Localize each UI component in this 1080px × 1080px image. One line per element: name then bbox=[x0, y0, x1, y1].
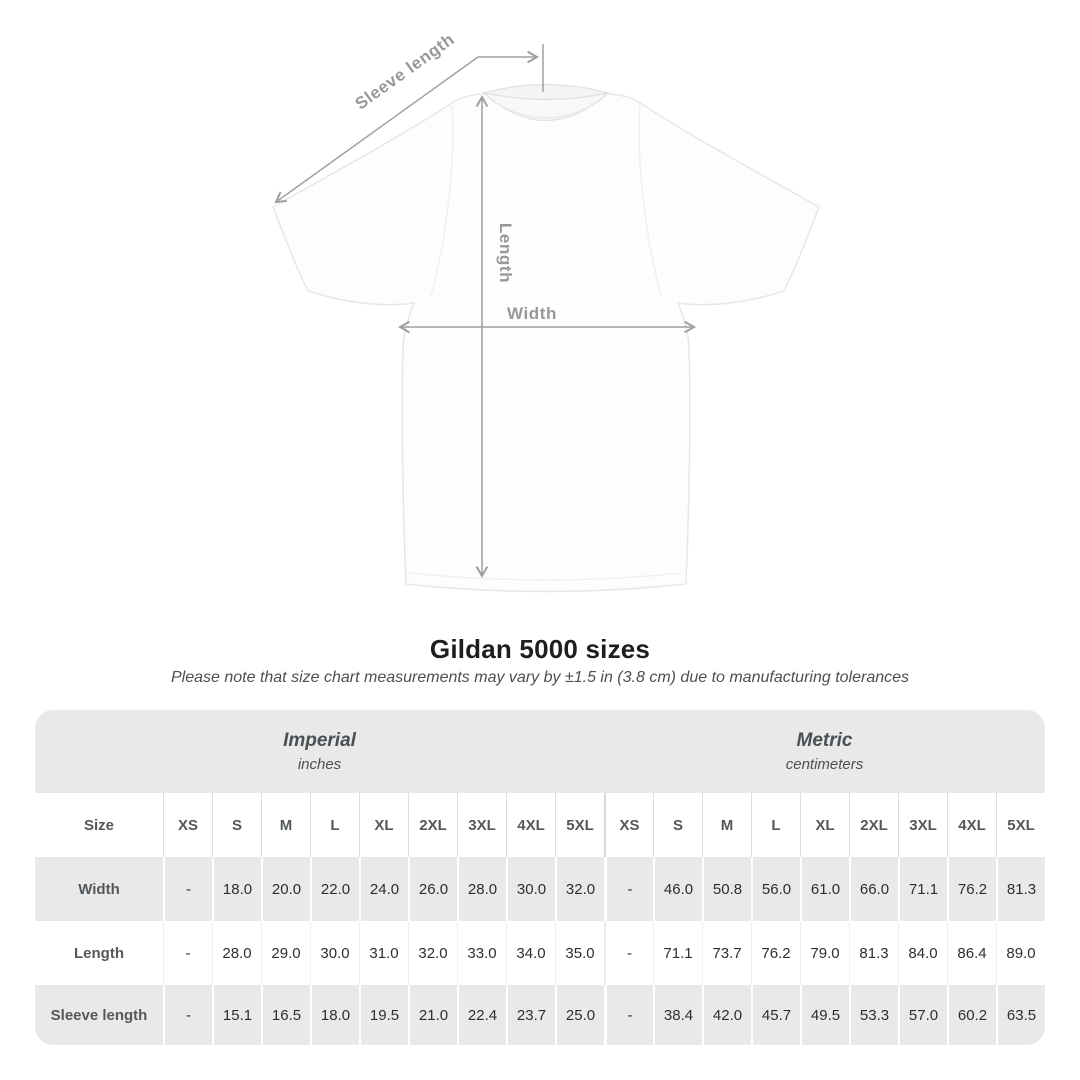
sleeve-length-label: Sleeve length bbox=[352, 30, 458, 114]
table-cell: 46.0 bbox=[653, 857, 702, 921]
width-row: Width - 18.0 20.0 22.0 24.0 26.0 28.0 30… bbox=[35, 857, 1045, 921]
row-label: Sleeve length bbox=[50, 1006, 148, 1024]
column-header: 4XL bbox=[947, 793, 996, 857]
metric-label: Metric bbox=[796, 730, 853, 751]
table-cell: 71.1 bbox=[898, 857, 947, 921]
column-header: XL bbox=[359, 793, 408, 857]
tshirt-graphic bbox=[272, 83, 820, 593]
imperial-group-header: Imperial inches bbox=[35, 710, 604, 793]
column-header: 2XL bbox=[408, 793, 457, 857]
table-cell: 24.0 bbox=[359, 857, 408, 921]
table-cell: 16.5 bbox=[261, 985, 310, 1045]
column-header: L bbox=[310, 793, 359, 857]
sleeve-length-row: Sleeve length - 15.1 16.5 18.0 19.5 21.0… bbox=[35, 985, 1045, 1045]
column-header: 3XL bbox=[898, 793, 947, 857]
table-cell: 15.1 bbox=[212, 985, 261, 1045]
table-cell: 18.0 bbox=[212, 857, 261, 921]
table-cell: 22.0 bbox=[310, 857, 359, 921]
size-chart-table: Imperial inches Metric centimeters Size … bbox=[35, 710, 1045, 1045]
metric-unit: centimeters bbox=[785, 756, 864, 773]
row-label: Length bbox=[74, 944, 124, 962]
table-cell: 32.0 bbox=[555, 857, 604, 921]
sleeve-length-arrow bbox=[274, 50, 540, 204]
column-header: 4XL bbox=[506, 793, 555, 857]
table-cell: 71.1 bbox=[653, 921, 702, 985]
table-cell: 30.0 bbox=[310, 921, 359, 985]
metric-group-header: Metric centimeters bbox=[604, 710, 1045, 793]
page-title: Gildan 5000 sizes bbox=[429, 634, 651, 664]
table-cell: - bbox=[604, 985, 653, 1045]
column-header: S bbox=[212, 793, 261, 857]
table-cell: 53.3 bbox=[849, 985, 898, 1045]
table-cell: 76.2 bbox=[947, 857, 996, 921]
length-label: Length bbox=[496, 223, 515, 283]
column-header: 5XL bbox=[555, 793, 604, 857]
table-cell: 19.5 bbox=[359, 985, 408, 1045]
width-label: Width bbox=[507, 304, 557, 323]
table-cell: 32.0 bbox=[408, 921, 457, 985]
imperial-unit: inches bbox=[297, 756, 342, 773]
table-cell: 28.0 bbox=[212, 921, 261, 985]
table-cell: 66.0 bbox=[849, 857, 898, 921]
table-cell: - bbox=[604, 921, 653, 985]
column-header: XS bbox=[604, 793, 653, 857]
table-cell: 42.0 bbox=[702, 985, 751, 1045]
table-cell: 57.0 bbox=[898, 985, 947, 1045]
row-label: Width bbox=[78, 880, 120, 898]
table-cell: 18.0 bbox=[310, 985, 359, 1045]
table-cell: 76.2 bbox=[751, 921, 800, 985]
table-cell: 49.5 bbox=[800, 985, 849, 1045]
table-cell: 25.0 bbox=[555, 985, 604, 1045]
table-cell: 21.0 bbox=[408, 985, 457, 1045]
table-cell: 20.0 bbox=[261, 857, 310, 921]
table-cell: - bbox=[163, 921, 212, 985]
table-cell: 86.4 bbox=[947, 921, 996, 985]
table-cell: 50.8 bbox=[702, 857, 751, 921]
table-cell: 26.0 bbox=[408, 857, 457, 921]
table-cell: 30.0 bbox=[506, 857, 555, 921]
length-row: Length - 28.0 29.0 30.0 31.0 32.0 33.0 3… bbox=[35, 921, 1045, 985]
table-cell: 34.0 bbox=[506, 921, 555, 985]
table-cell: 56.0 bbox=[751, 857, 800, 921]
table-cell: 23.7 bbox=[506, 985, 555, 1045]
column-header: 2XL bbox=[849, 793, 898, 857]
table-cell: 89.0 bbox=[996, 921, 1045, 985]
tshirt-diagram-svg: Sleeve length Length Width bbox=[272, 30, 820, 593]
column-header: S bbox=[653, 793, 702, 857]
table-cell: 22.4 bbox=[457, 985, 506, 1045]
table-cell: 84.0 bbox=[898, 921, 947, 985]
table-cell: 29.0 bbox=[261, 921, 310, 985]
column-header: XS bbox=[163, 793, 212, 857]
column-header: M bbox=[702, 793, 751, 857]
table-cell: 81.3 bbox=[849, 921, 898, 985]
size-column-header: Size bbox=[83, 816, 114, 834]
table-cell: 45.7 bbox=[751, 985, 800, 1045]
table-cell: 33.0 bbox=[457, 921, 506, 985]
table-cell: 31.0 bbox=[359, 921, 408, 985]
column-header: 5XL bbox=[996, 793, 1045, 857]
table-cell: 60.2 bbox=[947, 985, 996, 1045]
table-cell: 61.0 bbox=[800, 857, 849, 921]
column-header: 3XL bbox=[457, 793, 506, 857]
column-header: XL bbox=[800, 793, 849, 857]
table-cell: 35.0 bbox=[555, 921, 604, 985]
table-cell: 73.7 bbox=[702, 921, 751, 985]
table-cell: 81.3 bbox=[996, 857, 1045, 921]
table-cell: 79.0 bbox=[800, 921, 849, 985]
tshirt-measurement-diagram: Sleeve length Length Width bbox=[272, 30, 820, 593]
page-subtitle: Please note that size chart measurements… bbox=[170, 669, 910, 686]
size-header-row: Size XS S M L XL 2XL 3XL 4XL 5XL XS S M … bbox=[35, 793, 1045, 857]
column-header: L bbox=[751, 793, 800, 857]
table-cell: - bbox=[604, 857, 653, 921]
table-cell: 63.5 bbox=[996, 985, 1045, 1045]
imperial-label: Imperial bbox=[283, 730, 356, 751]
table-cell: - bbox=[163, 985, 212, 1045]
table-cell: - bbox=[163, 857, 212, 921]
unit-group-band: Imperial inches Metric centimeters bbox=[35, 710, 1045, 793]
table-cell: 38.4 bbox=[653, 985, 702, 1045]
column-header: M bbox=[261, 793, 310, 857]
table-cell: 28.0 bbox=[457, 857, 506, 921]
